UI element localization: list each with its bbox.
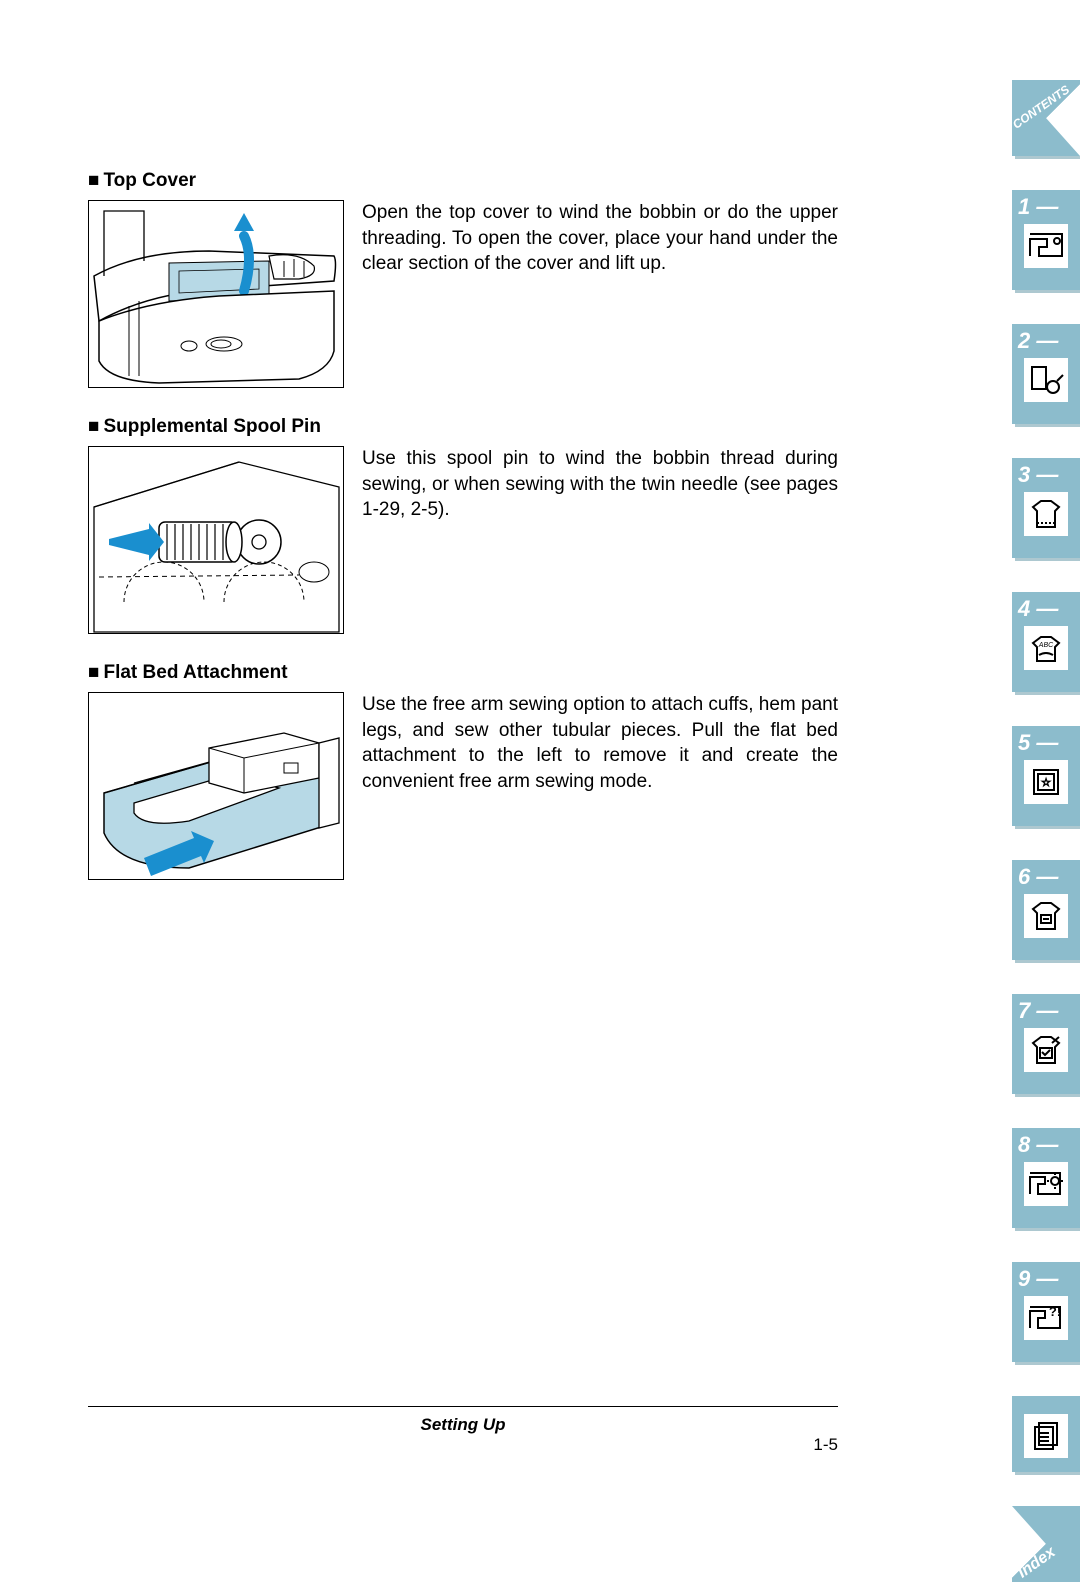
machine-q-icon: ?! [1024, 1296, 1068, 1340]
section-text: Use this spool pin to wind the bobbin th… [362, 446, 838, 634]
tab-chapter-1[interactable]: 1 — [1012, 190, 1080, 290]
tab-chapter-8[interactable]: 8 — [1012, 1128, 1080, 1228]
tab-chapter-5[interactable]: 5 — ☆ [1012, 726, 1080, 826]
section-body: Open the top cover to wind the bobbin or… [88, 200, 838, 388]
shirt-dots-icon [1024, 492, 1068, 536]
heading-text: Supplemental Spool Pin [103, 416, 320, 437]
heading-text: Flat Bed Attachment [103, 662, 287, 683]
tab-chapter-9[interactable]: 9 — ?! [1012, 1262, 1080, 1362]
tab-number: 3 — [1012, 458, 1080, 488]
content-area: ■Top Cover [88, 170, 838, 908]
section-heading: ■Top Cover [88, 170, 838, 192]
section-top-cover: ■Top Cover [88, 170, 838, 388]
bullet-square-icon: ■ [88, 416, 99, 437]
svg-text:ABC: ABC [1038, 642, 1054, 649]
side-tabs: CONTENTS 1 — 2 — 3 — 4 — ABC [1012, 80, 1080, 1582]
tab-chapter-3[interactable]: 3 — [1012, 458, 1080, 558]
machine-icon [1024, 224, 1068, 268]
illustration-top-cover [88, 200, 344, 388]
tab-number: 7 — [1012, 994, 1080, 1024]
machine-gear-icon [1024, 1162, 1068, 1206]
tab-contents[interactable]: CONTENTS [1012, 80, 1080, 156]
bullet-square-icon: ■ [88, 170, 99, 191]
tab-number: 8 — [1012, 1128, 1080, 1158]
footer-page-number: 1-5 [813, 1435, 838, 1455]
section-text: Open the top cover to wind the bobbin or… [362, 200, 838, 388]
section-text: Use the free arm sewing option to attach… [362, 692, 838, 880]
illustration-spool-pin [88, 446, 344, 634]
tab-number: 9 — [1012, 1262, 1080, 1292]
tab-chapter-6[interactable]: 6 — [1012, 860, 1080, 960]
illustration-flat-bed [88, 692, 344, 880]
tab-index[interactable]: Index [1012, 1506, 1080, 1582]
shirt-abc-icon: ABC [1024, 626, 1068, 670]
section-body: Use the free arm sewing option to attach… [88, 692, 838, 880]
tab-number: 1 — [1012, 190, 1080, 220]
section-spool-pin: ■Supplemental Spool Pin [88, 416, 838, 634]
section-flat-bed: ■Flat Bed Attachment [88, 662, 838, 880]
shirt-em1-icon [1024, 894, 1068, 938]
tab-chapter-2[interactable]: 2 — [1012, 324, 1080, 424]
svg-text:?!: ?! [1049, 1304, 1061, 1319]
tab-number: 5 — [1012, 726, 1080, 756]
frame-star-icon: ☆ [1024, 760, 1068, 804]
footer-center: Setting Up [88, 1415, 838, 1435]
thread-icon [1024, 358, 1068, 402]
section-heading: ■Supplemental Spool Pin [88, 416, 838, 438]
section-heading: ■Flat Bed Attachment [88, 662, 838, 684]
section-body: Use this spool pin to wind the bobbin th… [88, 446, 838, 634]
pages-icon [1024, 1414, 1068, 1458]
tab-extra[interactable] [1012, 1396, 1080, 1472]
heading-text: Top Cover [103, 170, 196, 191]
tab-number: 6 — [1012, 860, 1080, 890]
shirt-em2-icon [1024, 1028, 1068, 1072]
svg-text:☆: ☆ [1041, 777, 1051, 789]
footer-divider [88, 1406, 838, 1407]
tab-number: 2 — [1012, 324, 1080, 354]
tab-number: 4 — [1012, 592, 1080, 622]
bullet-square-icon: ■ [88, 662, 99, 683]
footer: Setting Up 1-5 [88, 1415, 838, 1435]
tab-chapter-4[interactable]: 4 — ABC [1012, 592, 1080, 692]
tab-chapter-7[interactable]: 7 — [1012, 994, 1080, 1094]
page: ■Top Cover [0, 0, 1080, 1523]
